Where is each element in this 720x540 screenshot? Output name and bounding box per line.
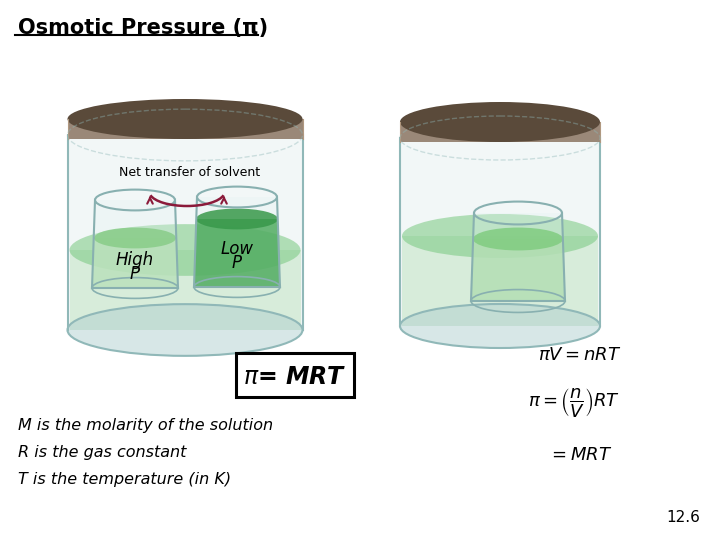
Polygon shape (92, 200, 178, 288)
Text: Net transfer of solvent: Net transfer of solvent (120, 166, 261, 179)
Polygon shape (68, 119, 302, 139)
Ellipse shape (196, 208, 278, 230)
Ellipse shape (68, 99, 302, 139)
Ellipse shape (402, 214, 598, 258)
Text: T is the temperature (in K): T is the temperature (in K) (18, 472, 231, 487)
Polygon shape (471, 213, 565, 301)
Polygon shape (400, 122, 600, 142)
Polygon shape (471, 239, 565, 301)
Polygon shape (402, 236, 598, 326)
Polygon shape (194, 219, 280, 287)
Polygon shape (400, 138, 600, 326)
Polygon shape (68, 135, 302, 330)
Ellipse shape (94, 227, 176, 248)
Polygon shape (92, 238, 178, 288)
Polygon shape (70, 250, 300, 330)
Text: Low: Low (220, 240, 253, 258)
Text: R is the gas constant: R is the gas constant (18, 445, 186, 460)
Text: $\pi V = nRT$: $\pi V = nRT$ (538, 346, 621, 364)
Text: Osmotic Pressure (π): Osmotic Pressure (π) (18, 18, 268, 38)
Ellipse shape (70, 224, 300, 276)
Text: $= MRT$: $= MRT$ (548, 446, 612, 464)
Text: P: P (130, 265, 140, 283)
Text: $\pi = \left(\dfrac{n}{V}\right)RT$: $\pi = \left(\dfrac{n}{V}\right)RT$ (528, 386, 620, 418)
FancyBboxPatch shape (236, 353, 354, 397)
Text: P: P (232, 254, 242, 272)
Polygon shape (194, 197, 280, 287)
Ellipse shape (400, 102, 600, 142)
Ellipse shape (473, 227, 563, 251)
Text: $\pi$= MRT: $\pi$= MRT (243, 365, 347, 389)
Ellipse shape (400, 304, 600, 348)
Ellipse shape (68, 304, 302, 356)
Text: M is the molarity of the solution: M is the molarity of the solution (18, 418, 273, 433)
Text: High: High (116, 251, 154, 269)
Text: 12.6: 12.6 (666, 510, 700, 525)
